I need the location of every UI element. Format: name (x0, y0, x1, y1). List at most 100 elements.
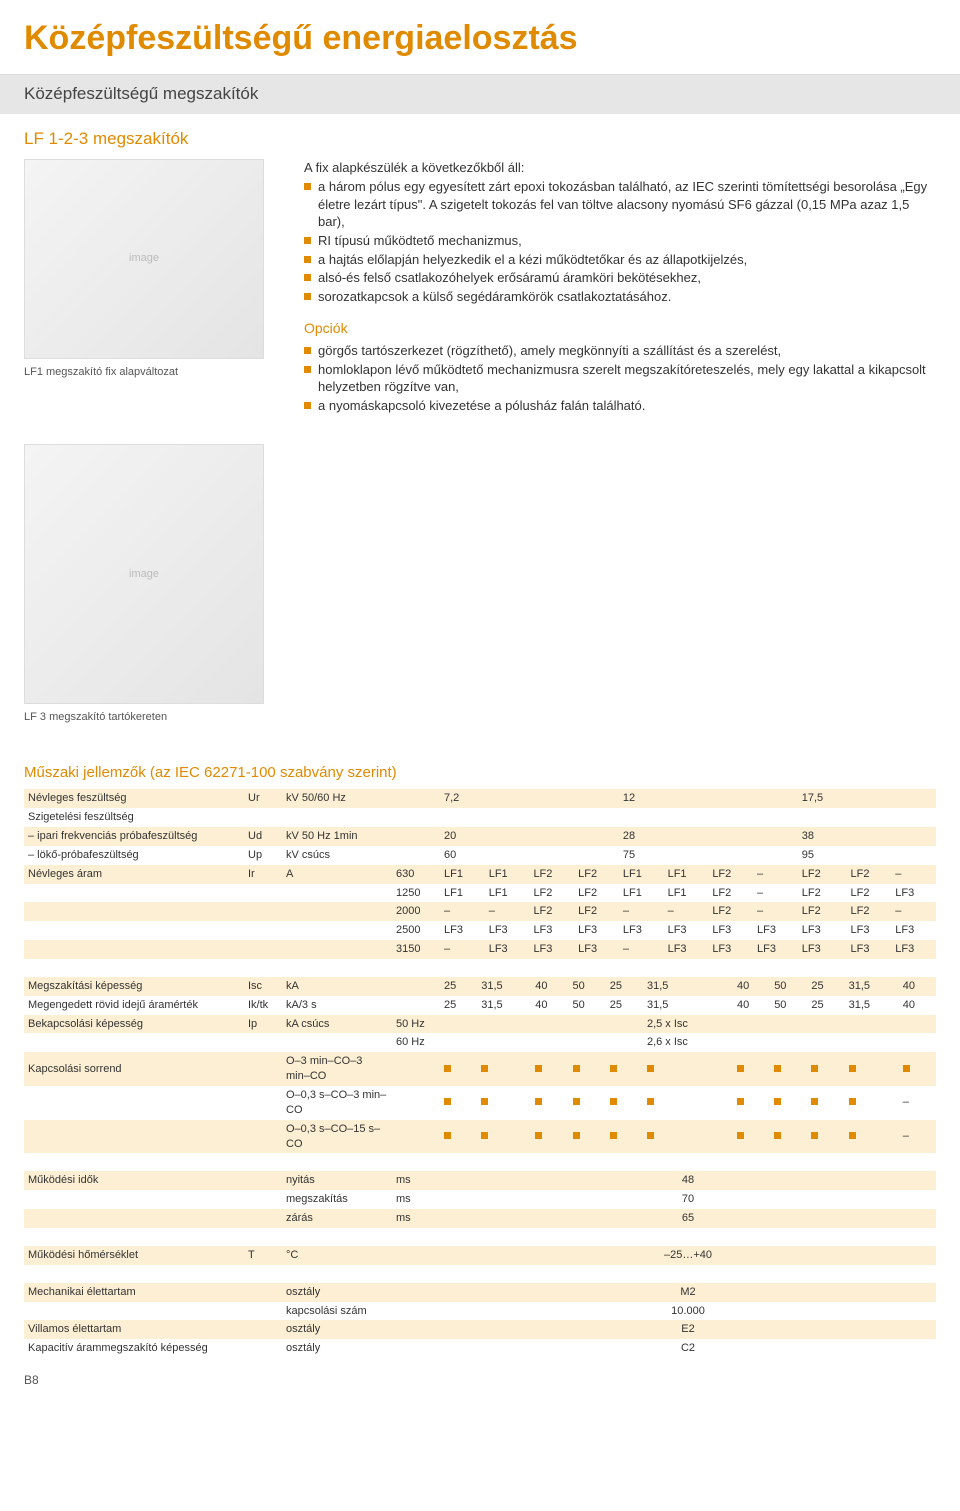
table-cell: 50 (770, 977, 807, 996)
table-cell: LF1 (440, 884, 485, 903)
table-cell: °C (282, 1246, 392, 1265)
page-title: Középfeszültségű energiaelosztás (0, 0, 960, 75)
table-cell: – (899, 1086, 936, 1120)
table-cell: LF2 (529, 902, 574, 921)
table-cell: LF3 (891, 940, 936, 959)
table-cell: 40 (531, 977, 568, 996)
table-cell: LF2 (798, 884, 847, 903)
table-cell: – (899, 1120, 936, 1154)
table-cell (244, 1190, 282, 1209)
table-cell: O–0,3 s–CO–3 min–CO (282, 1086, 392, 1120)
table-cell: 25 (606, 977, 643, 996)
table-cell (606, 1120, 643, 1154)
table-cell: osztály (282, 1283, 392, 1302)
spacer (24, 959, 936, 977)
table-cell: 95 (798, 846, 847, 865)
bullet-item: alsó-és felső csatlakozóhelyek erősáramú… (304, 269, 936, 287)
table-cell: 1250 (392, 884, 440, 903)
table-cell: – (664, 902, 709, 921)
table-cell: 65 (440, 1209, 936, 1228)
table-cell: LF2 (574, 884, 619, 903)
square-icon (535, 1098, 542, 1105)
table-cell (244, 1086, 282, 1120)
table-cell: ms (392, 1171, 440, 1190)
table-cell (643, 1052, 733, 1086)
table-cell (531, 1052, 568, 1086)
table-cell: megszakítás (282, 1190, 392, 1209)
square-icon (811, 1132, 818, 1139)
table-cell: LF3 (847, 940, 892, 959)
bullet-item: a hajtás előlapján helyezkedik el a kézi… (304, 251, 936, 269)
table-cell (392, 827, 440, 846)
table-cell (569, 1052, 606, 1086)
table-cell: 25 (440, 977, 477, 996)
table-cell (807, 1120, 844, 1154)
table-cell: kV csúcs (282, 846, 392, 865)
table-cell: – (619, 902, 664, 921)
square-icon (849, 1132, 856, 1139)
table-cell (753, 846, 798, 865)
table-cell: 31,5 (477, 977, 531, 996)
square-icon (535, 1065, 542, 1072)
table-cell: LF1 (440, 865, 485, 884)
table-cell (440, 1120, 477, 1154)
table-cell (899, 1033, 936, 1052)
table-cell: LF2 (847, 884, 892, 903)
square-icon (903, 1065, 910, 1072)
table-cell (485, 789, 530, 808)
table-cell (24, 1190, 244, 1209)
square-icon (849, 1065, 856, 1072)
table-cell: LF2 (529, 865, 574, 884)
table-cell: 3150 (392, 940, 440, 959)
table-cell (440, 1015, 477, 1034)
table-cell: 40 (531, 996, 568, 1015)
tech-table-3: Működési időknyitásms48megszakításms70zá… (24, 1171, 936, 1228)
square-icon (535, 1132, 542, 1139)
bullet-item: görgős tartószerkezet (rögzíthető), amel… (304, 342, 936, 360)
table-row: megszakításms70 (24, 1190, 936, 1209)
table-cell (733, 1033, 770, 1052)
table-cell: LF3 (753, 921, 798, 940)
table-cell: 25 (807, 996, 844, 1015)
table-cell (244, 1033, 282, 1052)
table-cell: Bekapcsolási képesség (24, 1015, 244, 1034)
table-cell (606, 1033, 643, 1052)
table-cell (891, 827, 936, 846)
table-cell: 2,6 x Isc (643, 1033, 733, 1052)
table-cell (770, 1033, 807, 1052)
table-cell (244, 1209, 282, 1228)
table-cell: 12 (619, 789, 664, 808)
table-cell (753, 808, 798, 827)
table-cell (606, 1015, 643, 1034)
table-cell: LF2 (574, 865, 619, 884)
bullet-item: RI típusú működtető mechanizmus, (304, 232, 936, 250)
table-cell (244, 1120, 282, 1154)
table-cell: LF2 (708, 902, 753, 921)
table-cell: LF3 (574, 940, 619, 959)
table-cell: A (282, 865, 392, 884)
table-cell (244, 1302, 282, 1321)
table-row: Mechanikai élettartamosztályM2 (24, 1283, 936, 1302)
table-cell: – (440, 940, 485, 959)
intro-bullet-list: a három pólus egy egyesített zárt epoxi … (304, 178, 936, 305)
table-cell: kA csúcs (282, 1015, 392, 1034)
img1-caption: LF1 megszakító fix alapváltozat (24, 365, 284, 380)
table-cell (477, 1015, 531, 1034)
square-icon (444, 1065, 451, 1072)
table-cell: 28 (619, 827, 664, 846)
table-cell (569, 1033, 606, 1052)
table-cell: 70 (440, 1190, 936, 1209)
intro-lead: A fix alapkészülék a következőkből áll: (304, 159, 936, 177)
spacer (24, 1228, 936, 1246)
table-cell (24, 1302, 244, 1321)
square-icon (647, 1132, 654, 1139)
table-cell: Működési idők (24, 1171, 244, 1190)
table-cell (733, 1015, 770, 1034)
table-cell: LF3 (798, 921, 847, 940)
table-cell: – (753, 865, 798, 884)
table-cell: LF1 (485, 884, 530, 903)
table-cell: kA/3 s (282, 996, 392, 1015)
table-cell: 75 (619, 846, 664, 865)
table-cell: LF3 (708, 921, 753, 940)
table-cell (282, 921, 392, 940)
